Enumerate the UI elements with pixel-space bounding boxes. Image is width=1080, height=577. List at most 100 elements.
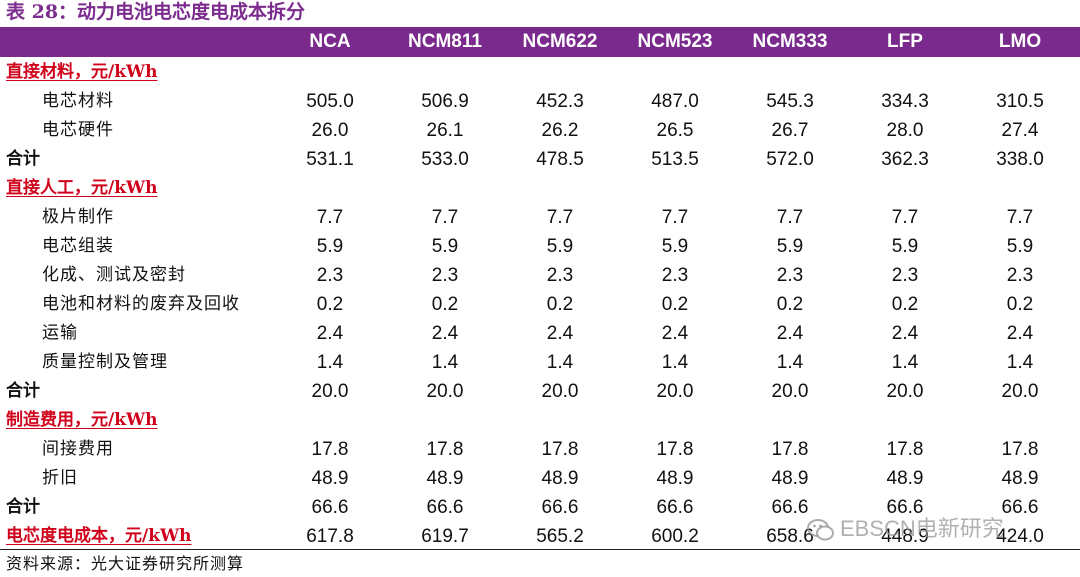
item-label: 电芯组装 xyxy=(42,236,114,256)
table-cell: 505.0 xyxy=(306,91,354,112)
table-cell: 28.0 xyxy=(886,120,924,141)
table-cell: 48.9 xyxy=(1001,468,1039,489)
table-cell: 5.9 xyxy=(1006,236,1034,257)
total-label: 合计 xyxy=(6,381,40,401)
column-header: NCM523 xyxy=(637,31,713,52)
table-cell: 5.9 xyxy=(776,236,804,257)
table-cell: 600.2 xyxy=(651,526,699,547)
column-header: LFP xyxy=(887,31,923,52)
table-cell: 2.4 xyxy=(546,323,574,344)
column-header: NCA xyxy=(309,31,351,52)
table-cell: 0.2 xyxy=(776,294,804,315)
column-header: NCM622 xyxy=(522,31,598,52)
item-label: 运输 xyxy=(42,323,78,343)
table-cell: 2.3 xyxy=(661,265,689,286)
table-cell: 7.7 xyxy=(891,207,919,228)
total-label: 合计 xyxy=(6,149,40,169)
table-cell: 27.4 xyxy=(1001,120,1039,141)
table-cell: 17.8 xyxy=(1001,439,1039,460)
table-cell: 17.8 xyxy=(656,439,694,460)
item-label: 电芯硬件 xyxy=(42,120,114,140)
table-cell: 26.5 xyxy=(656,120,694,141)
table-row: 折旧 48.9 48.9 48.9 48.9 48.9 48.9 48.9 xyxy=(0,464,1080,493)
table-cell: 0.2 xyxy=(546,294,574,315)
table-cell: 1.4 xyxy=(1006,352,1034,373)
table-cell: 48.9 xyxy=(771,468,809,489)
table-cell: 66.6 xyxy=(771,497,809,518)
table-cell: 0.2 xyxy=(661,294,689,315)
table-cell: 20.0 xyxy=(1001,381,1039,402)
table-cell: 2.4 xyxy=(661,323,689,344)
table-cell: 17.8 xyxy=(541,439,579,460)
table-cell: 617.8 xyxy=(306,526,354,547)
watermark-text: EBSCN电新研究 xyxy=(840,516,1004,541)
table-cell: 5.9 xyxy=(546,236,574,257)
table-cell: 1.4 xyxy=(546,352,574,373)
table-cell: 5.9 xyxy=(661,236,689,257)
table-row: 电芯材料 505.0 506.9 452.3 487.0 545.3 334.3 310.5 xyxy=(0,87,1080,116)
table-row: 直接人工，元/kWh xyxy=(0,174,1080,203)
table-cell: 20.0 xyxy=(426,381,464,402)
table-cell: 0.2 xyxy=(891,294,919,315)
table-cell: 20.0 xyxy=(886,381,924,402)
column-header: LMO xyxy=(998,31,1042,52)
table-cell: 334.3 xyxy=(881,91,929,112)
table-cell: 478.5 xyxy=(536,149,584,170)
table-row: 质量控制及管理 1.4 1.4 1.4 1.4 1.4 1.4 1.4 xyxy=(0,348,1080,377)
table-cell: 2.3 xyxy=(1006,265,1034,286)
table-cell: 452.3 xyxy=(536,91,584,112)
table-row: 运输 2.4 2.4 2.4 2.4 2.4 2.4 2.4 xyxy=(0,319,1080,348)
table-row: 电芯度电成本，元/kWh 617.8 619.7 565.2 600.2 658.6 448… xyxy=(0,522,1080,551)
table-cell: 17.8 xyxy=(771,439,809,460)
table-cell: 362.3 xyxy=(881,149,929,170)
table-cell: 5.9 xyxy=(431,236,459,257)
section-label: 制造费用，元/kWh xyxy=(6,410,158,430)
item-label: 化成、测试及密封 xyxy=(42,265,186,285)
table-cell: 448.9 xyxy=(881,526,929,547)
table-row: 直接材料，元/kWh xyxy=(0,58,1080,87)
table-cell: 2.3 xyxy=(776,265,804,286)
table-cell: 0.2 xyxy=(431,294,459,315)
table-cell: 531.1 xyxy=(306,149,354,170)
table-row: 合计 66.6 66.6 66.6 66.6 66.6 66.6 66.6 xyxy=(0,493,1080,522)
table-cell: 533.0 xyxy=(421,149,469,170)
table-cell: 658.6 xyxy=(766,526,814,547)
watermark: EBSCN电新研究 xyxy=(806,512,1004,546)
table-title: 表 28：动力电池电芯度电成本拆分 xyxy=(6,1,306,23)
item-label: 间接费用 xyxy=(42,439,114,459)
table-cell: 7.7 xyxy=(316,207,344,228)
table-cell: 17.8 xyxy=(426,439,464,460)
table-cell: 619.7 xyxy=(421,526,469,547)
table-cell: 2.3 xyxy=(546,265,574,286)
bottom-rule xyxy=(0,549,1080,550)
table-cell: 1.4 xyxy=(661,352,689,373)
table-cell: 0.2 xyxy=(316,294,344,315)
table-row: 电芯组装 5.9 5.9 5.9 5.9 5.9 5.9 5.9 xyxy=(0,232,1080,261)
table-cell: 26.0 xyxy=(311,120,349,141)
table-row: 间接费用 17.8 17.8 17.8 17.8 17.8 17.8 17.8 xyxy=(0,435,1080,464)
table-cell: 565.2 xyxy=(536,526,584,547)
table-row: 极片制作 7.7 7.7 7.7 7.7 7.7 7.7 7.7 xyxy=(0,203,1080,232)
item-label: 电芯材料 xyxy=(42,91,114,111)
column-header: NCM811 xyxy=(408,31,482,52)
table-cell: 7.7 xyxy=(431,207,459,228)
table-cell: 2.3 xyxy=(431,265,459,286)
table-cell: 1.4 xyxy=(891,352,919,373)
table-cell: 7.7 xyxy=(546,207,574,228)
table-row: 电芯硬件 26.0 26.1 26.2 26.5 26.7 28.0 27.4 xyxy=(0,116,1080,145)
table-cell: 48.9 xyxy=(426,468,464,489)
table-cell: 2.3 xyxy=(316,265,344,286)
table-cell: 0.2 xyxy=(1006,294,1034,315)
table-row: 化成、测试及密封 2.3 2.3 2.3 2.3 2.3 2.3 2.3 xyxy=(0,261,1080,290)
table-cell: 48.9 xyxy=(656,468,694,489)
table-cell: 20.0 xyxy=(656,381,694,402)
item-label: 极片制作 xyxy=(42,207,114,227)
column-header: NCM333 xyxy=(752,31,828,52)
table-cell: 2.4 xyxy=(1006,323,1034,344)
table-cell: 572.0 xyxy=(766,149,814,170)
table-cell: 7.7 xyxy=(661,207,689,228)
table-cell: 2.3 xyxy=(891,265,919,286)
section-label: 直接材料，元/kWh xyxy=(6,62,158,82)
table-cell: 66.6 xyxy=(541,497,579,518)
section-label: 直接人工，元/kWh xyxy=(6,178,158,198)
